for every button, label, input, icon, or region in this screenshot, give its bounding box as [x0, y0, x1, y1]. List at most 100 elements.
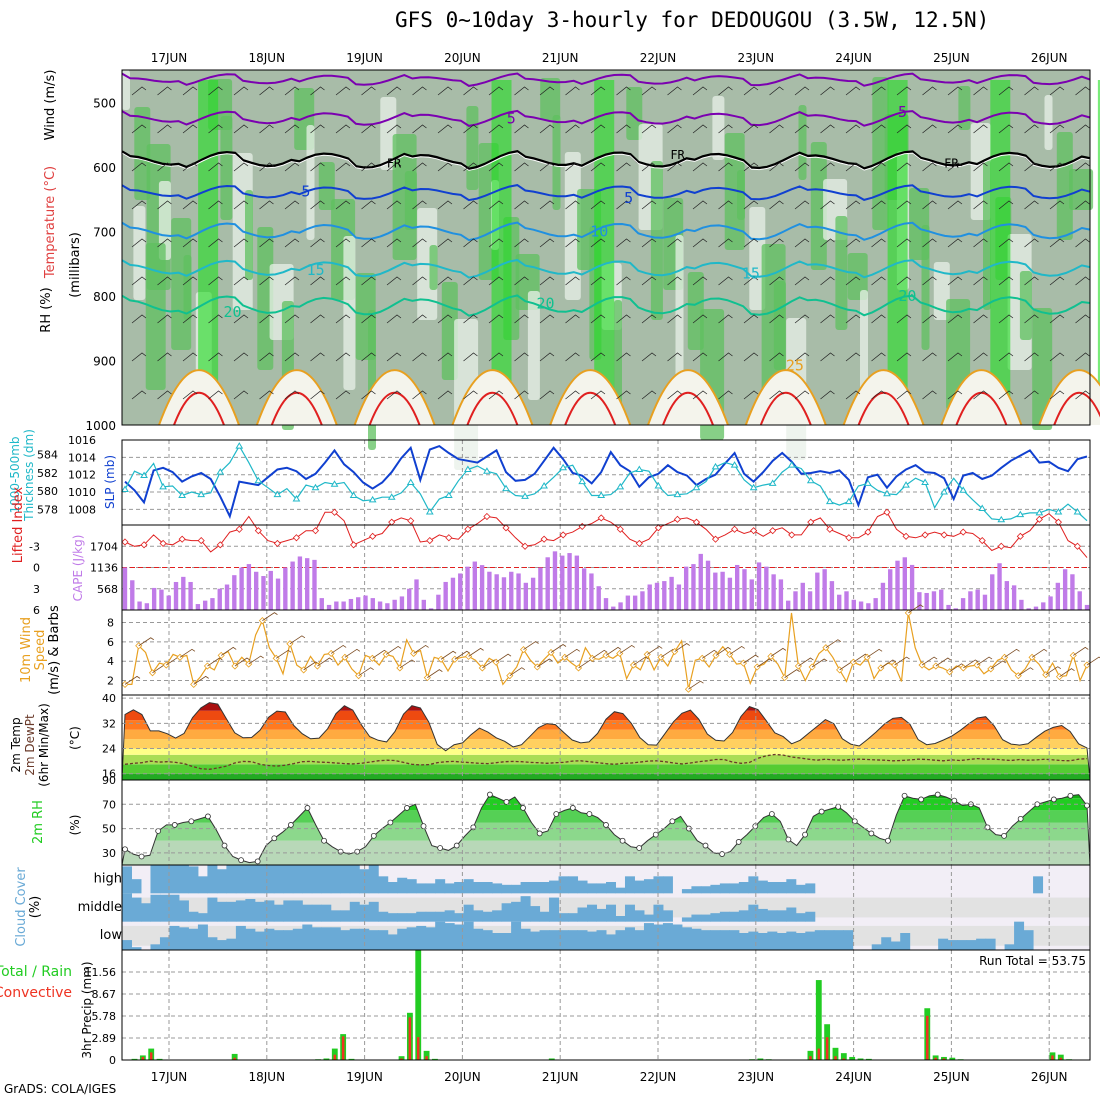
wind-barb: [769, 314, 784, 324]
wind-barb: [310, 162, 325, 172]
cloud-level-label: middle: [78, 900, 122, 915]
cloud-bar: [700, 914, 711, 922]
rh-shade: [798, 105, 807, 180]
wind-barb: [1049, 162, 1065, 172]
wind-barb: [769, 162, 784, 172]
cape-bar: [465, 566, 470, 610]
thickness-point: [311, 483, 320, 491]
cape-bar: [494, 574, 499, 610]
wind-barb: [794, 276, 810, 286]
wind-barb: [208, 86, 223, 96]
cloud-bar: [615, 916, 626, 922]
wind-barb: [973, 238, 988, 248]
precip-convective-bar: [842, 1058, 846, 1060]
lifted-index-point: [883, 508, 891, 516]
thickness-point: [597, 491, 606, 499]
date-label-top: 19JUN: [346, 51, 383, 65]
rh-point: [254, 858, 261, 865]
cloud-bar: [406, 913, 417, 922]
wind-barb: [427, 669, 443, 678]
cloud-bar: [454, 882, 465, 894]
wind-barb: [590, 314, 606, 324]
wind-barb: [412, 86, 427, 96]
cape-bar: [560, 555, 565, 610]
wind-barb: [412, 162, 427, 172]
axis-label: (%): [68, 815, 82, 836]
wind-barb: [565, 276, 580, 286]
cloud-bar: [264, 928, 275, 950]
wind-barb: [330, 644, 347, 654]
cape-bar: [931, 591, 937, 610]
date-label-top: 25JUN: [933, 51, 970, 65]
cloud-bar: [643, 879, 654, 894]
cape-bar: [939, 589, 944, 610]
wind-barb: [488, 314, 504, 324]
rh-shade: [810, 142, 827, 270]
wind-barb: [998, 390, 1014, 400]
date-label-top: 20JUN: [444, 51, 481, 65]
axis-label: Temperature (°C): [43, 166, 58, 279]
precip-total-bar: [849, 1056, 856, 1060]
cape-bar: [1026, 608, 1031, 610]
cloud-bar: [805, 911, 816, 922]
wind-barb: [284, 200, 300, 210]
freezing-level: [121, 152, 1091, 171]
rh-band: [1097, 80, 1100, 410]
cloud-bar: [226, 901, 237, 922]
wind-barb: [233, 314, 249, 324]
wind-barb: [743, 276, 759, 286]
rh-shade: [847, 253, 868, 300]
thickness-point: [1035, 508, 1044, 516]
wind-barb: [463, 86, 478, 96]
precip-total-bar: [432, 1058, 438, 1060]
pressure-tick: 800: [93, 290, 116, 304]
cape-bar: [662, 581, 667, 610]
cloud-bar: [1014, 921, 1025, 950]
cloud-bar: [520, 896, 531, 922]
wind-barb: [667, 314, 682, 324]
cloud-bar: [473, 928, 484, 950]
cloud-bar: [159, 937, 170, 950]
contour-label: 10: [590, 222, 608, 240]
rh-tick: 30: [102, 847, 116, 860]
cape-bar: [1062, 569, 1068, 610]
cloud-bar: [340, 865, 351, 894]
thickness-point: [235, 442, 244, 449]
cloud-bar: [178, 865, 189, 894]
axis-label: (m/s) & Barbs: [47, 605, 62, 695]
axis-label: (millibars): [68, 232, 83, 298]
cloud-bar: [729, 930, 740, 950]
wind-ylabel: 10m Wind Speed (m/s) & Barbs: [19, 605, 62, 695]
wind-barb: [718, 124, 733, 134]
cape-bar: [195, 604, 201, 610]
wind-barb: [769, 200, 784, 210]
rh-shade: [1032, 308, 1053, 430]
wind-barb: [998, 86, 1014, 96]
rh-shade: [158, 181, 171, 260]
wind-barb: [208, 352, 223, 362]
cloud-bar: [292, 900, 303, 922]
rh-point: [785, 836, 792, 843]
wind-barb: [647, 645, 663, 655]
wind-barb: [641, 238, 657, 248]
wind-barb: [922, 276, 937, 286]
precip-total-bar: [156, 1058, 163, 1060]
wind-barb: [896, 124, 912, 134]
cape-bar: [1011, 585, 1017, 610]
rh-point: [370, 832, 377, 839]
precip-total-bar: [323, 1058, 330, 1060]
cape-bar: [778, 579, 784, 610]
wind-barb: [820, 86, 835, 96]
wind-barb: [495, 653, 512, 663]
cloud-bar: [150, 865, 161, 894]
cloud-bar: [539, 930, 550, 950]
cloud-bar: [681, 889, 692, 894]
precip-convective-bar: [1059, 1057, 1063, 1060]
thickness-point: [159, 482, 167, 490]
wind-barb: [289, 635, 306, 645]
thickness-point: [883, 489, 891, 497]
lifted-index-point: [483, 512, 491, 521]
rh-point: [304, 805, 311, 811]
cape-bar: [618, 602, 623, 610]
temp-band: [122, 748, 1090, 755]
